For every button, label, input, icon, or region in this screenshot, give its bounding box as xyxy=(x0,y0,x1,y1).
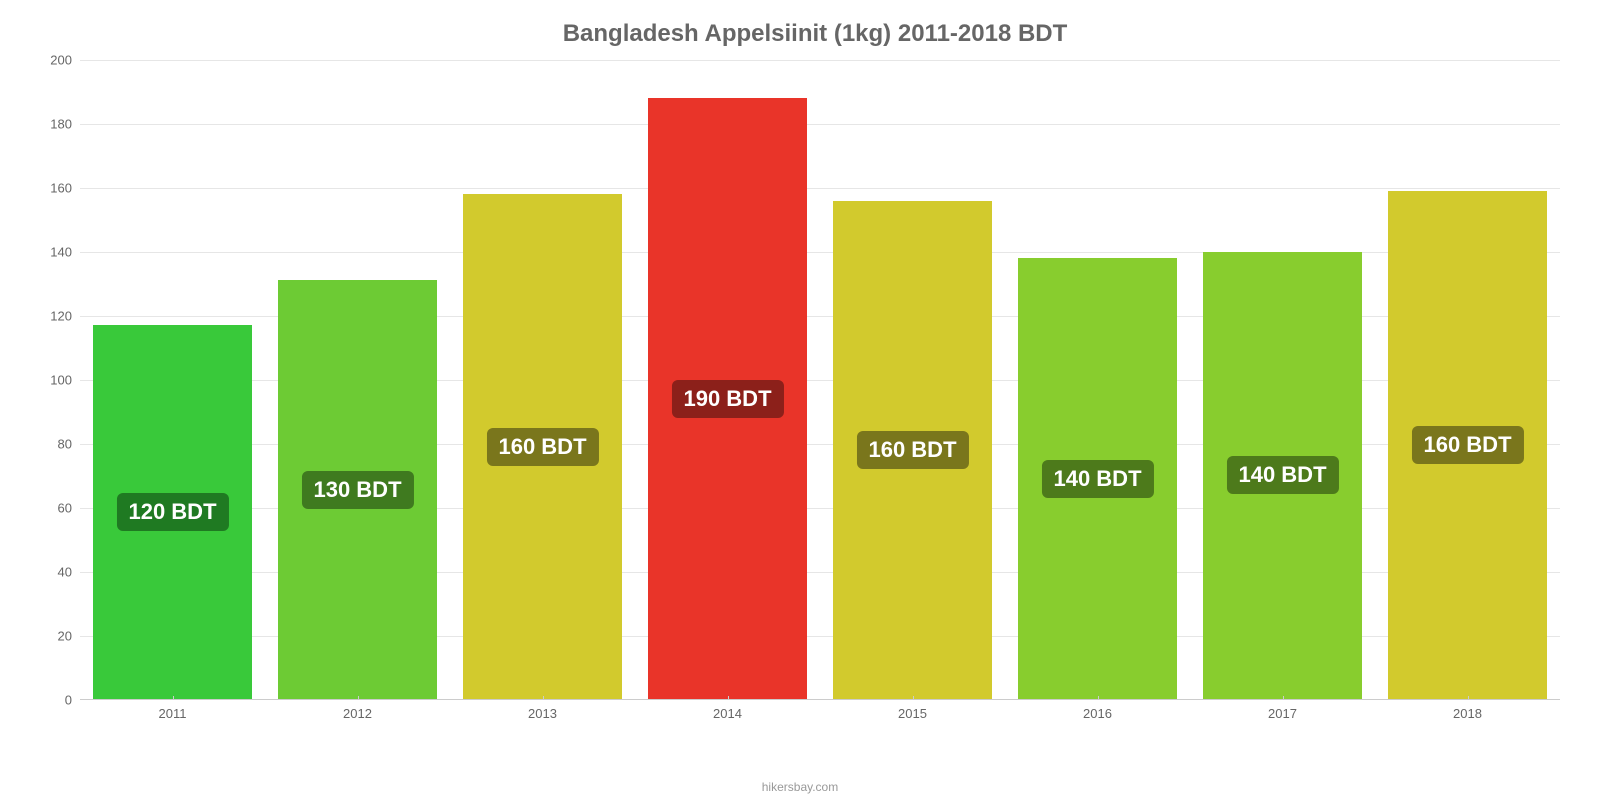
bar-value-label: 140 BDT xyxy=(1226,456,1338,494)
x-tick: 2016 xyxy=(1005,700,1190,730)
x-axis: 20112012201320142015201620172018 xyxy=(80,700,1560,730)
y-tick: 20 xyxy=(58,629,72,644)
bar: 160 BDT xyxy=(463,194,622,699)
y-tick: 120 xyxy=(50,309,72,324)
bar: 140 BDT xyxy=(1203,252,1362,699)
y-tick: 200 xyxy=(50,53,72,68)
x-tick: 2017 xyxy=(1190,700,1375,730)
bar-slot: 190 BDT xyxy=(635,60,820,699)
x-tick: 2011 xyxy=(80,700,265,730)
bar-slot: 160 BDT xyxy=(820,60,1005,699)
bar-value-label: 120 BDT xyxy=(116,493,228,531)
bars-region: 120 BDT 130 BDT 160 BDT 190 BDT 160 BDT 140 B… xyxy=(80,60,1560,700)
x-tick: 2012 xyxy=(265,700,450,730)
bar-value-label: 160 BDT xyxy=(486,428,598,466)
bar: 120 BDT xyxy=(93,325,252,699)
bar-slot: 120 BDT xyxy=(80,60,265,699)
y-tick: 100 xyxy=(50,373,72,388)
bar-slot: 130 BDT xyxy=(265,60,450,699)
bar-slot: 140 BDT xyxy=(1190,60,1375,699)
x-tick: 2015 xyxy=(820,700,1005,730)
x-tick: 2014 xyxy=(635,700,820,730)
y-axis: 020406080100120140160180200 xyxy=(40,60,80,700)
y-tick: 80 xyxy=(58,437,72,452)
bar: 160 BDT xyxy=(833,201,992,699)
bar-value-label: 160 BDT xyxy=(1411,426,1523,464)
bar-slot: 140 BDT xyxy=(1005,60,1190,699)
chart-title: Bangladesh Appelsiinit (1kg) 2011-2018 B… xyxy=(60,20,1570,48)
bar: 190 BDT xyxy=(648,98,807,699)
y-tick: 40 xyxy=(58,565,72,580)
bar-slot: 160 BDT xyxy=(1375,60,1560,699)
bar-value-label: 130 BDT xyxy=(301,471,413,509)
y-tick: 140 xyxy=(50,245,72,260)
y-tick: 160 xyxy=(50,181,72,196)
y-tick: 0 xyxy=(65,693,72,708)
chart-container: Bangladesh Appelsiinit (1kg) 2011-2018 B… xyxy=(60,20,1570,760)
x-tick: 2013 xyxy=(450,700,635,730)
bar: 130 BDT xyxy=(278,280,437,699)
bar: 140 BDT xyxy=(1018,258,1177,699)
bar: 160 BDT xyxy=(1388,191,1547,699)
bar-value-label: 140 BDT xyxy=(1041,460,1153,498)
source-attribution: hikersbay.com xyxy=(762,780,838,794)
bar-slot: 160 BDT xyxy=(450,60,635,699)
y-tick: 180 xyxy=(50,117,72,132)
bar-value-label: 190 BDT xyxy=(671,380,783,418)
plot-area: 020406080100120140160180200 120 BDT130 B… xyxy=(80,60,1560,730)
y-tick: 60 xyxy=(58,501,72,516)
x-tick: 2018 xyxy=(1375,700,1560,730)
bar-value-label: 160 BDT xyxy=(856,431,968,469)
